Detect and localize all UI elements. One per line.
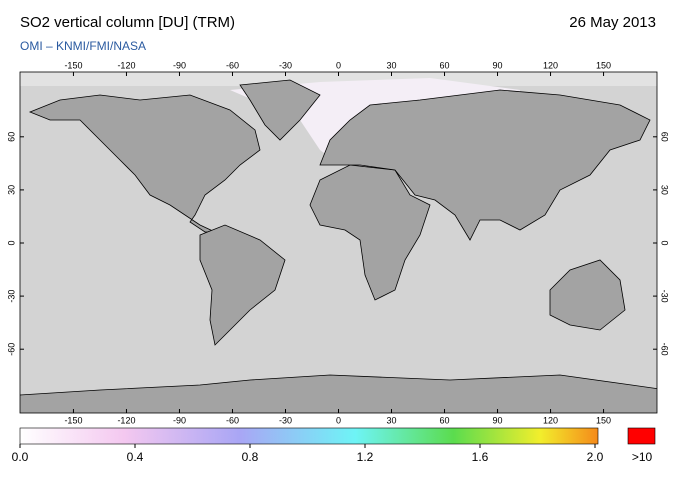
lon-label-top: 0 xyxy=(336,60,341,70)
lon-label-bottom: -30 xyxy=(279,415,292,425)
eurasia xyxy=(319,89,651,241)
lon-label-top: 30 xyxy=(387,60,397,70)
title: SO2 vertical column [DU] (TRM) xyxy=(20,14,235,31)
lon-label-top: -60 xyxy=(226,60,239,70)
lat-label-left: 30 xyxy=(6,185,16,195)
lon-label-bottom: -150 xyxy=(64,415,82,425)
colorbar-label: 0.0 xyxy=(12,450,29,464)
colorbar-label: 1.6 xyxy=(472,450,489,464)
lon-label-top: 120 xyxy=(543,60,558,70)
lon-label-bottom: 0 xyxy=(336,415,341,425)
lat-label-right: 30 xyxy=(660,185,670,195)
lat-label-left: -60 xyxy=(6,343,16,356)
lon-label-bottom: 90 xyxy=(493,415,503,425)
lon-label-top: 150 xyxy=(596,60,611,70)
overflow-swatch xyxy=(627,427,656,445)
colorbar-label: 0.8 xyxy=(242,450,259,464)
lon-label-bottom: 150 xyxy=(596,415,611,425)
date: 26 May 2013 xyxy=(569,14,656,31)
lat-label-right: -30 xyxy=(660,290,670,303)
lon-label-top: 90 xyxy=(493,60,503,70)
greenland xyxy=(239,79,321,141)
antarctica xyxy=(20,374,657,413)
lon-label-bottom: 60 xyxy=(440,415,450,425)
lat-label-left: 60 xyxy=(6,132,16,142)
lon-label-top: -120 xyxy=(117,60,135,70)
north-america xyxy=(28,94,261,233)
map xyxy=(20,72,657,413)
lon-label-bottom: 120 xyxy=(543,415,558,425)
africa xyxy=(309,164,431,301)
lat-label-right: -60 xyxy=(660,343,670,356)
lat-label-left: -30 xyxy=(6,290,16,303)
lat-label-left: 0 xyxy=(6,240,16,245)
lon-label-top: -30 xyxy=(279,60,292,70)
subtitle: OMI – KNMI/FMI/NASA xyxy=(20,39,146,53)
lon-label-top: 60 xyxy=(440,60,450,70)
lon-label-bottom: -90 xyxy=(173,415,186,425)
lat-label-right: 60 xyxy=(660,132,670,142)
colorbar xyxy=(19,427,599,445)
colorbar-label: 0.4 xyxy=(127,450,144,464)
australia xyxy=(549,259,626,331)
lon-label-bottom: -60 xyxy=(226,415,239,425)
south-america xyxy=(199,224,286,346)
lat-label-right: 0 xyxy=(660,240,670,245)
lon-label-bottom: 30 xyxy=(387,415,397,425)
colorbar-label: 1.2 xyxy=(357,450,374,464)
lon-label-bottom: -120 xyxy=(117,415,135,425)
lon-label-top: -150 xyxy=(64,60,82,70)
lon-label-top: -90 xyxy=(173,60,186,70)
overflow-label: >10 xyxy=(632,450,653,464)
colorbar-label: 2.0 xyxy=(587,450,604,464)
